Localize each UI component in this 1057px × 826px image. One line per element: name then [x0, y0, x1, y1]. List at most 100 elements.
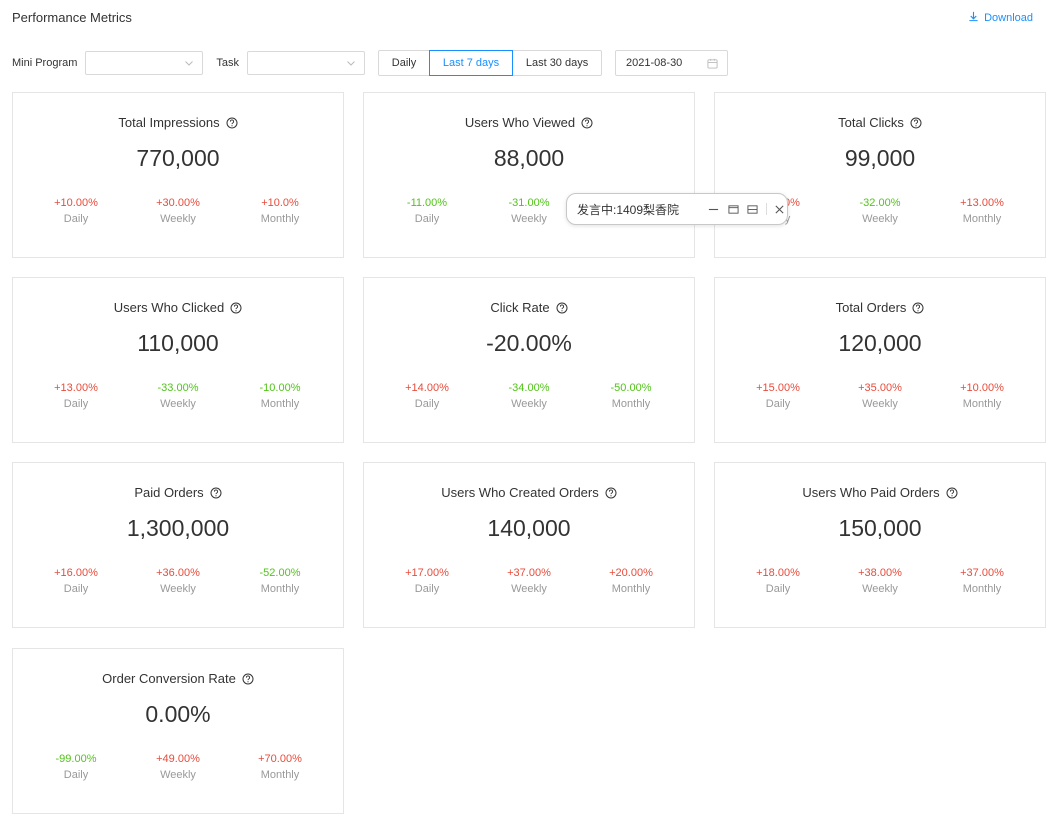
- stat-percent: +38.00%: [858, 567, 902, 579]
- metric-title-text: Total Orders: [835, 300, 907, 315]
- metric-card: Click Rate -20.00% +14.00% Daily -34.00%…: [363, 277, 695, 443]
- stat-monthly: +10.0% Monthly: [229, 197, 331, 225]
- stat-percent: +20.00%: [609, 567, 653, 579]
- download-button[interactable]: Download: [968, 11, 1033, 25]
- range-toggle: Daily Last 7 days Last 30 days: [378, 50, 603, 76]
- metric-value: 770,000: [136, 145, 220, 171]
- stat-percent: +18.00%: [756, 567, 800, 579]
- stat-monthly: +70.00% Monthly: [229, 753, 331, 781]
- metric-value: 1,300,000: [126, 515, 230, 541]
- stat-label: Weekly: [160, 213, 196, 225]
- help-icon[interactable]: [210, 487, 222, 499]
- stat-percent: +17.00%: [405, 567, 449, 579]
- metric-card: Order Conversion Rate 0.00% -99.00% Dail…: [12, 648, 344, 814]
- stat-label: Daily: [63, 769, 89, 781]
- range-daily-button[interactable]: Daily: [378, 50, 431, 76]
- metric-card: Users Who Created Orders 140,000 +17.00%…: [363, 462, 695, 628]
- metric-stats: +14.00% Daily -34.00% Weekly -50.00% Mon…: [364, 382, 694, 410]
- metric-value: 120,000: [838, 330, 922, 356]
- metric-card: Total Impressions 770,000 +10.00% Daily …: [12, 92, 344, 258]
- stat-daily: +18.00% Daily: [727, 567, 829, 595]
- mini-program-label: Mini Program: [12, 57, 78, 69]
- split-icon[interactable]: [745, 201, 761, 217]
- metric-card: Users Who Paid Orders 150,000 +18.00% Da…: [714, 462, 1046, 628]
- stat-percent: +13.00%: [54, 382, 98, 394]
- stat-label: Daily: [765, 398, 791, 410]
- help-icon[interactable]: [226, 117, 238, 129]
- stat-label: Daily: [765, 583, 791, 595]
- speaking-popup[interactable]: 发言中:1409梨香院: [566, 193, 788, 225]
- metric-stats: +16.00% Daily +36.00% Weekly -52.00% Mon…: [13, 567, 343, 595]
- stat-label: Weekly: [862, 583, 898, 595]
- stat-weekly: +36.00% Weekly: [127, 567, 229, 595]
- window-icon[interactable]: [725, 201, 741, 217]
- download-icon: [968, 11, 979, 25]
- stat-percent: -52.00%: [259, 567, 301, 579]
- stat-weekly: -31.00% Weekly: [478, 197, 580, 225]
- metric-title-text: Click Rate: [490, 300, 550, 315]
- help-icon[interactable]: [912, 302, 924, 314]
- metric-title: Total Clicks: [715, 115, 1045, 130]
- stat-monthly: +13.00% Monthly: [931, 197, 1033, 225]
- metric-stats: +17.00% Daily +37.00% Weekly +20.00% Mon…: [364, 567, 694, 595]
- stat-daily: +13.00% Daily: [25, 382, 127, 410]
- stat-percent: +37.00%: [960, 567, 1004, 579]
- range-last-30-days-button[interactable]: Last 30 days: [512, 50, 603, 76]
- metric-value: 150,000: [838, 515, 922, 541]
- mini-program-select[interactable]: [85, 51, 204, 75]
- metric-title: Paid Orders: [13, 485, 343, 500]
- stat-label: Monthly: [611, 583, 651, 595]
- stat-label: Weekly: [160, 583, 196, 595]
- metric-title: Users Who Viewed: [364, 115, 694, 130]
- stat-weekly: +38.00% Weekly: [829, 567, 931, 595]
- metric-title-text: Total Impressions: [118, 115, 220, 130]
- stat-percent: +10.00%: [54, 197, 98, 209]
- help-icon[interactable]: [556, 302, 568, 314]
- metric-value: -20.00%: [486, 330, 572, 356]
- stat-label: Daily: [63, 398, 89, 410]
- metric-value: 110,000: [137, 330, 219, 356]
- metric-title-text: Users Who Created Orders: [441, 485, 599, 500]
- close-icon[interactable]: [771, 201, 787, 217]
- help-icon[interactable]: [910, 117, 922, 129]
- metric-title: Total Impressions: [13, 115, 343, 130]
- stat-percent: +13.00%: [960, 197, 1004, 209]
- metric-title-text: Users Who Paid Orders: [802, 485, 940, 500]
- help-icon[interactable]: [946, 487, 958, 499]
- help-icon[interactable]: [581, 117, 593, 129]
- metric-title-text: Users Who Viewed: [464, 115, 576, 130]
- metric-title: Total Orders: [715, 300, 1045, 315]
- stat-monthly: +10.00% Monthly: [931, 382, 1033, 410]
- metric-title-text: Total Clicks: [838, 115, 904, 130]
- metric-stats: -11.00% Daily -31.00% Weekly Monthly: [364, 197, 694, 225]
- range-last-7-days-button[interactable]: Last 7 days: [429, 50, 514, 76]
- task-select[interactable]: [247, 51, 366, 75]
- stat-weekly: +37.00% Weekly: [478, 567, 580, 595]
- stat-label: Weekly: [511, 583, 547, 595]
- stat-percent: -32.00%: [859, 197, 901, 209]
- minimize-icon[interactable]: [706, 201, 722, 217]
- stat-monthly: -10.00% Monthly: [229, 382, 331, 410]
- help-icon[interactable]: [605, 487, 617, 499]
- stat-percent: +14.00%: [405, 382, 449, 394]
- metric-stats: +13.00% Daily -33.00% Weekly -10.00% Mon…: [13, 382, 343, 410]
- stat-percent: -99.00%: [55, 753, 97, 765]
- stat-daily: +14.00% Daily: [376, 382, 478, 410]
- stat-daily: +16.00% Daily: [25, 567, 127, 595]
- stat-monthly: +37.00% Monthly: [931, 567, 1033, 595]
- stat-label: Monthly: [260, 213, 300, 225]
- date-picker[interactable]: 2021-08-30: [615, 50, 729, 76]
- date-value: 2021-08-30: [626, 57, 683, 69]
- metric-value: 0.00%: [145, 701, 211, 727]
- stat-percent: +15.00%: [756, 382, 800, 394]
- page-title: Performance Metrics: [12, 10, 132, 25]
- stat-label: Weekly: [160, 398, 196, 410]
- help-icon[interactable]: [242, 673, 254, 685]
- stat-daily: +10.00% Daily: [25, 197, 127, 225]
- metric-title: Order Conversion Rate: [13, 671, 343, 686]
- stat-percent: +37.00%: [507, 567, 551, 579]
- help-icon[interactable]: [230, 302, 242, 314]
- stat-percent: +70.00%: [258, 753, 302, 765]
- stat-percent: -31.00%: [508, 197, 550, 209]
- stat-label: Monthly: [962, 583, 1002, 595]
